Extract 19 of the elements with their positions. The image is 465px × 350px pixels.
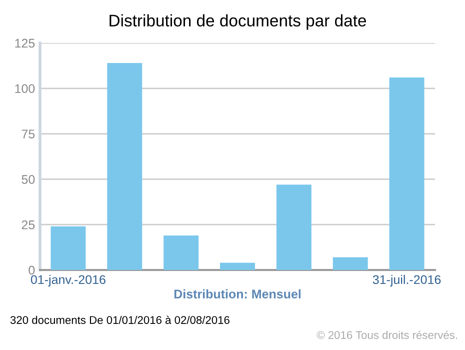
text: 320 documents De 01/01/2016 à 02/08/2016	[10, 316, 230, 324]
text: © 2016 Tous droits réservés.	[316, 330, 457, 339]
bar	[50, 226, 86, 270]
x-axis-title: Distribution: Mensuel	[174, 289, 301, 298]
bar	[332, 257, 368, 270]
bar	[107, 62, 142, 270]
y-tick-label: 125	[15, 38, 35, 48]
y-tick-label: 50	[22, 175, 35, 184]
x-tick-label: 01-janv.-2016	[30, 274, 106, 287]
x-tick-label: 31-juil.-2016	[372, 274, 441, 287]
chart-title: Distribution de documents par date	[110, 14, 366, 30]
y-tick-label: 0	[28, 266, 35, 275]
bar	[220, 262, 255, 270]
y-tick-label: 25	[22, 220, 35, 230]
bar	[276, 184, 312, 270]
bar	[164, 235, 199, 270]
y-tick-label: 75	[22, 130, 35, 138]
y-tick-label: 100	[15, 84, 35, 94]
bar	[389, 78, 424, 270]
